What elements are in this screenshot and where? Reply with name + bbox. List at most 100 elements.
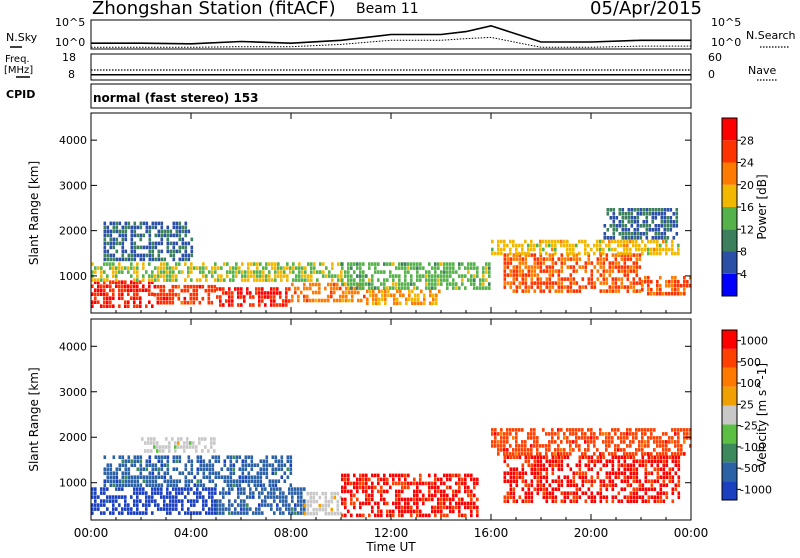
power-cell xyxy=(319,262,322,266)
velocity-cell xyxy=(100,499,103,503)
power-cell xyxy=(410,262,413,266)
velocity-cell xyxy=(674,463,678,467)
velocity-cell xyxy=(160,459,164,463)
power-cell xyxy=(151,304,154,308)
velocity-cell xyxy=(527,495,531,499)
power-cell xyxy=(611,239,614,244)
power-cell xyxy=(241,270,244,274)
power-cell xyxy=(482,278,485,282)
power-cell xyxy=(171,300,175,305)
power-cell xyxy=(228,287,231,291)
power-cell xyxy=(247,270,250,274)
power-cell xyxy=(455,282,458,286)
power-cell xyxy=(336,282,339,287)
power-cell xyxy=(165,292,169,297)
velocity-cell xyxy=(440,477,443,482)
power-cell xyxy=(211,274,214,278)
velocity-cell xyxy=(560,491,564,495)
velocity-cell xyxy=(205,475,209,479)
power-cell xyxy=(482,274,485,278)
velocity-cell xyxy=(560,459,564,463)
velocity-cell xyxy=(190,467,194,471)
power-cell xyxy=(648,224,652,228)
power-cell xyxy=(432,301,435,306)
velocity-cell xyxy=(626,483,630,487)
velocity-cell xyxy=(575,487,579,491)
power-cell xyxy=(298,270,301,274)
power-cell xyxy=(518,257,522,261)
power-cell xyxy=(587,257,591,261)
velocity-cell xyxy=(133,499,136,503)
power-cell xyxy=(181,225,185,230)
velocity-cell xyxy=(291,491,294,495)
velocity-cell xyxy=(256,463,260,467)
power-cell xyxy=(350,286,353,290)
power-cell xyxy=(331,262,334,266)
power-cell xyxy=(186,300,190,305)
velocity-cell xyxy=(590,475,594,479)
velocity-cell xyxy=(533,436,536,440)
power-cell xyxy=(190,270,193,274)
velocity-cell xyxy=(440,481,443,486)
velocity-cell xyxy=(148,483,152,487)
velocity-cell xyxy=(386,477,389,482)
power-cell xyxy=(614,289,618,293)
velocity-cell xyxy=(437,509,440,514)
velocity-cell xyxy=(208,459,212,463)
power-ytick-label: 2000 xyxy=(59,225,87,238)
power-cell xyxy=(434,274,437,278)
velocity-cell xyxy=(518,455,522,459)
power-cell xyxy=(228,299,231,303)
power-cell xyxy=(356,266,359,270)
velocity-cell xyxy=(635,467,639,471)
power-cell xyxy=(437,266,440,270)
power-cell xyxy=(258,303,261,307)
velocity-cell xyxy=(623,432,626,436)
power-cell xyxy=(530,277,534,281)
power-cell xyxy=(273,303,276,307)
velocity-cell xyxy=(365,485,368,490)
velocity-cell xyxy=(151,511,154,515)
power-cell xyxy=(521,277,525,281)
velocity-cell xyxy=(283,463,287,467)
power-cell xyxy=(256,274,259,278)
cpid-panel-frame xyxy=(90,83,692,109)
velocity-cell xyxy=(264,499,267,503)
velocity-cell xyxy=(324,503,328,508)
power-cell xyxy=(482,282,485,286)
velocity-cell xyxy=(509,487,513,491)
power-cell xyxy=(112,304,115,308)
velocity-cell xyxy=(356,489,359,494)
power-cell xyxy=(139,280,142,284)
power-cell xyxy=(280,270,283,274)
velocity-cell xyxy=(551,459,555,463)
power-cell xyxy=(350,282,353,286)
nsky-tick-high: 10^5 xyxy=(55,16,86,29)
velocity-cell xyxy=(377,477,380,482)
velocity-cell xyxy=(226,479,230,483)
power-cell xyxy=(151,253,155,258)
power-cell xyxy=(645,228,649,232)
velocity-cell xyxy=(455,473,458,478)
power-cell xyxy=(168,292,172,297)
velocity-cell xyxy=(350,489,353,494)
power-cell xyxy=(551,269,555,273)
power-cell xyxy=(533,247,536,252)
velocity-cell xyxy=(139,487,142,491)
velocity-cell xyxy=(470,497,473,502)
power-cell xyxy=(470,266,473,270)
power-cell xyxy=(410,282,413,286)
power-cell xyxy=(139,237,143,242)
nsearch-label: N.Search xyxy=(746,29,796,42)
velocity-cell xyxy=(207,449,210,453)
velocity-cell xyxy=(91,511,94,515)
power-cell xyxy=(274,270,277,274)
velocity-cell xyxy=(282,495,285,499)
velocity-cell xyxy=(268,463,272,467)
power-cell xyxy=(518,243,521,248)
velocity-cell xyxy=(174,441,177,445)
velocity-cell xyxy=(638,459,642,463)
velocity-cell xyxy=(165,445,168,449)
power-cell xyxy=(160,266,163,270)
power-cell xyxy=(118,288,121,292)
